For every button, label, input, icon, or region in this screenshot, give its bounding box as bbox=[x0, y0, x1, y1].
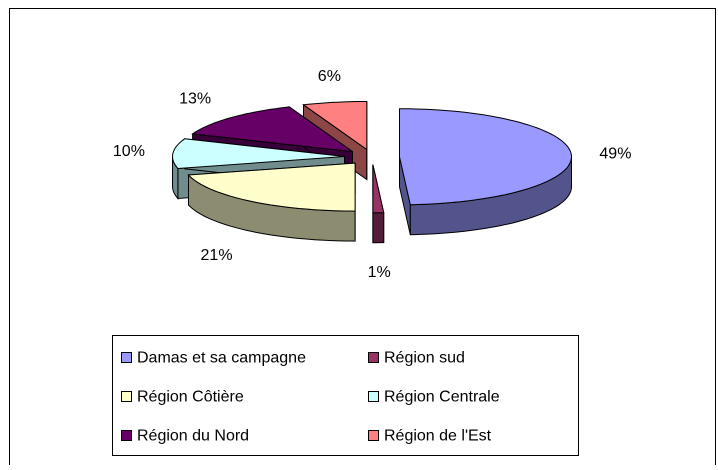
slice bbox=[399, 108, 572, 206]
data-label: 10% bbox=[113, 143, 145, 160]
legend bbox=[112, 335, 579, 456]
slice bbox=[187, 162, 356, 212]
legend-label: Damas et sa campagne bbox=[137, 350, 306, 367]
data-label: 21% bbox=[201, 247, 233, 264]
legend-label: Région du Nord bbox=[137, 428, 249, 445]
legend-label: Région Côtière bbox=[137, 389, 244, 406]
legend-items: Damas et sa campagne Région sud Région Côt… bbox=[121, 350, 500, 445]
slice bbox=[372, 164, 385, 214]
legend-swatch bbox=[121, 352, 132, 363]
legend-swatch bbox=[368, 352, 379, 363]
slice bbox=[171, 138, 345, 170]
legend-label: Région Centrale bbox=[384, 389, 500, 406]
data-label: 1% bbox=[368, 264, 391, 281]
legend-swatch bbox=[368, 430, 379, 441]
legend-swatch bbox=[368, 391, 379, 402]
legend-swatch bbox=[121, 430, 132, 441]
legend-label: Région sud bbox=[384, 350, 465, 367]
pie: 49% 1% 21% 10% 13% 6% bbox=[113, 68, 632, 281]
legend-label: Région de l'Est bbox=[384, 428, 492, 445]
slice-side bbox=[372, 212, 385, 244]
data-label: 49% bbox=[599, 146, 631, 163]
slice bbox=[191, 106, 353, 153]
data-label: 13% bbox=[179, 90, 211, 107]
slice bbox=[302, 101, 368, 151]
legend-swatch bbox=[121, 391, 132, 402]
data-label: 6% bbox=[318, 68, 341, 85]
